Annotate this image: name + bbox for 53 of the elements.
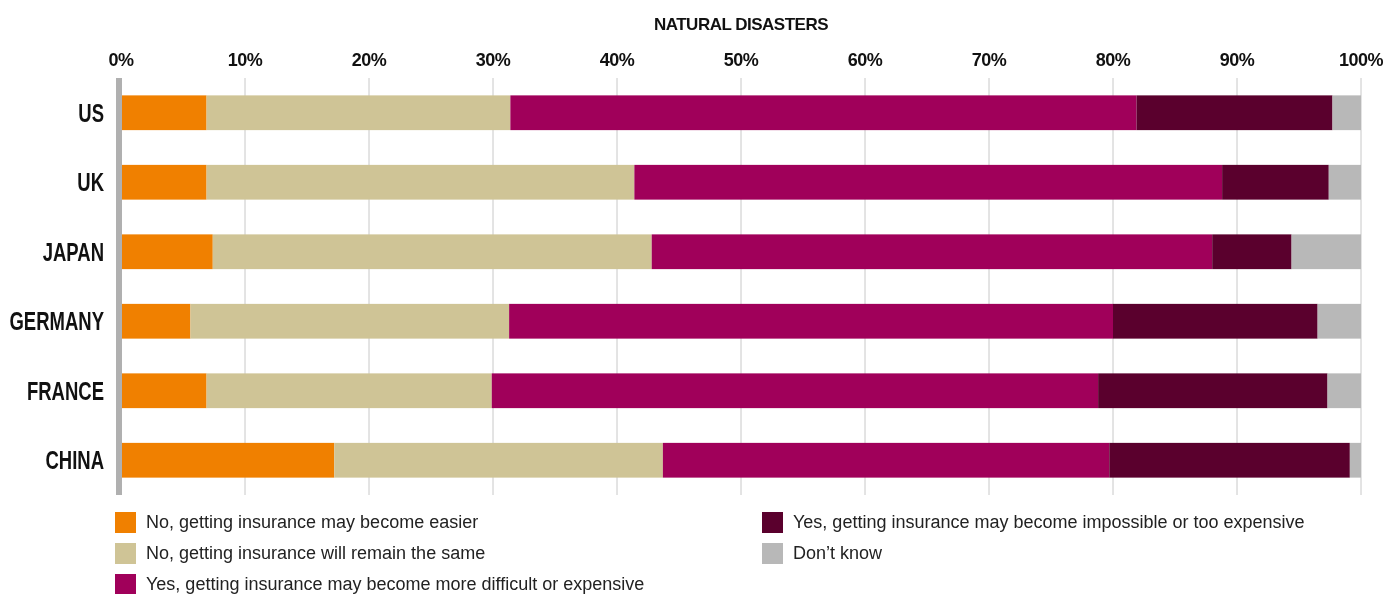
- bar: [121, 164, 207, 200]
- bar: [1349, 442, 1361, 478]
- bar: [206, 373, 492, 409]
- x-tick-label: 90%: [1219, 50, 1255, 70]
- x-tick-label: 30%: [475, 50, 511, 70]
- bar: [334, 442, 663, 478]
- y-tick-label: US: [78, 99, 104, 128]
- x-tick-label: 70%: [971, 50, 1007, 70]
- bar: [121, 373, 207, 409]
- x-tick-label: 20%: [351, 50, 387, 70]
- y-tick-label: CHINA: [45, 446, 105, 475]
- legend-label: Yes, getting insurance may become more difficult or expensive: [146, 574, 645, 594]
- legend-label: Yes, getting insurance may become impossible or too expensive: [793, 512, 1305, 532]
- bar: [1328, 164, 1361, 200]
- bar: [1136, 95, 1333, 131]
- bar: [1291, 234, 1361, 270]
- legend-label: No, getting insurance may become easier: [146, 512, 479, 532]
- bar: [1317, 303, 1361, 339]
- x-tick-label: 40%: [599, 50, 635, 70]
- legend-label: No, getting insurance will remain the same: [146, 543, 486, 563]
- bar: [510, 95, 1137, 131]
- bar: [121, 303, 191, 339]
- bar: [1222, 164, 1329, 200]
- y-tick-label: FRANCE: [26, 377, 104, 406]
- bar: [1212, 234, 1292, 270]
- bar: [1332, 95, 1361, 131]
- x-tick-label: 60%: [847, 50, 883, 70]
- bar: [1098, 373, 1328, 409]
- bar: [662, 442, 1110, 478]
- bar: [1113, 303, 1318, 339]
- bar: [206, 95, 511, 131]
- bar: [206, 164, 635, 200]
- bar: [190, 303, 510, 339]
- y-tick-label: JAPAN: [42, 238, 104, 267]
- chart-title: NATURAL DISASTERS: [653, 15, 829, 34]
- bar: [634, 164, 1223, 200]
- legend-label: Don’t know: [793, 543, 884, 563]
- bar: [121, 442, 335, 478]
- y-tick-label: UK: [77, 168, 105, 197]
- y-tick-label: GERMANY: [9, 307, 105, 336]
- x-tick-label: 100%: [1338, 50, 1384, 70]
- bar: [121, 234, 213, 270]
- x-tick-label: 10%: [227, 50, 263, 70]
- bar: [212, 234, 652, 270]
- bar: [1327, 373, 1361, 409]
- bar: [491, 373, 1099, 409]
- x-tick-label: 0%: [108, 50, 134, 70]
- bar: [1109, 442, 1350, 478]
- x-tick-label: 50%: [723, 50, 759, 70]
- bar: [121, 95, 207, 131]
- bar: [509, 303, 1113, 339]
- x-tick-label: 80%: [1095, 50, 1131, 70]
- bar: [651, 234, 1213, 270]
